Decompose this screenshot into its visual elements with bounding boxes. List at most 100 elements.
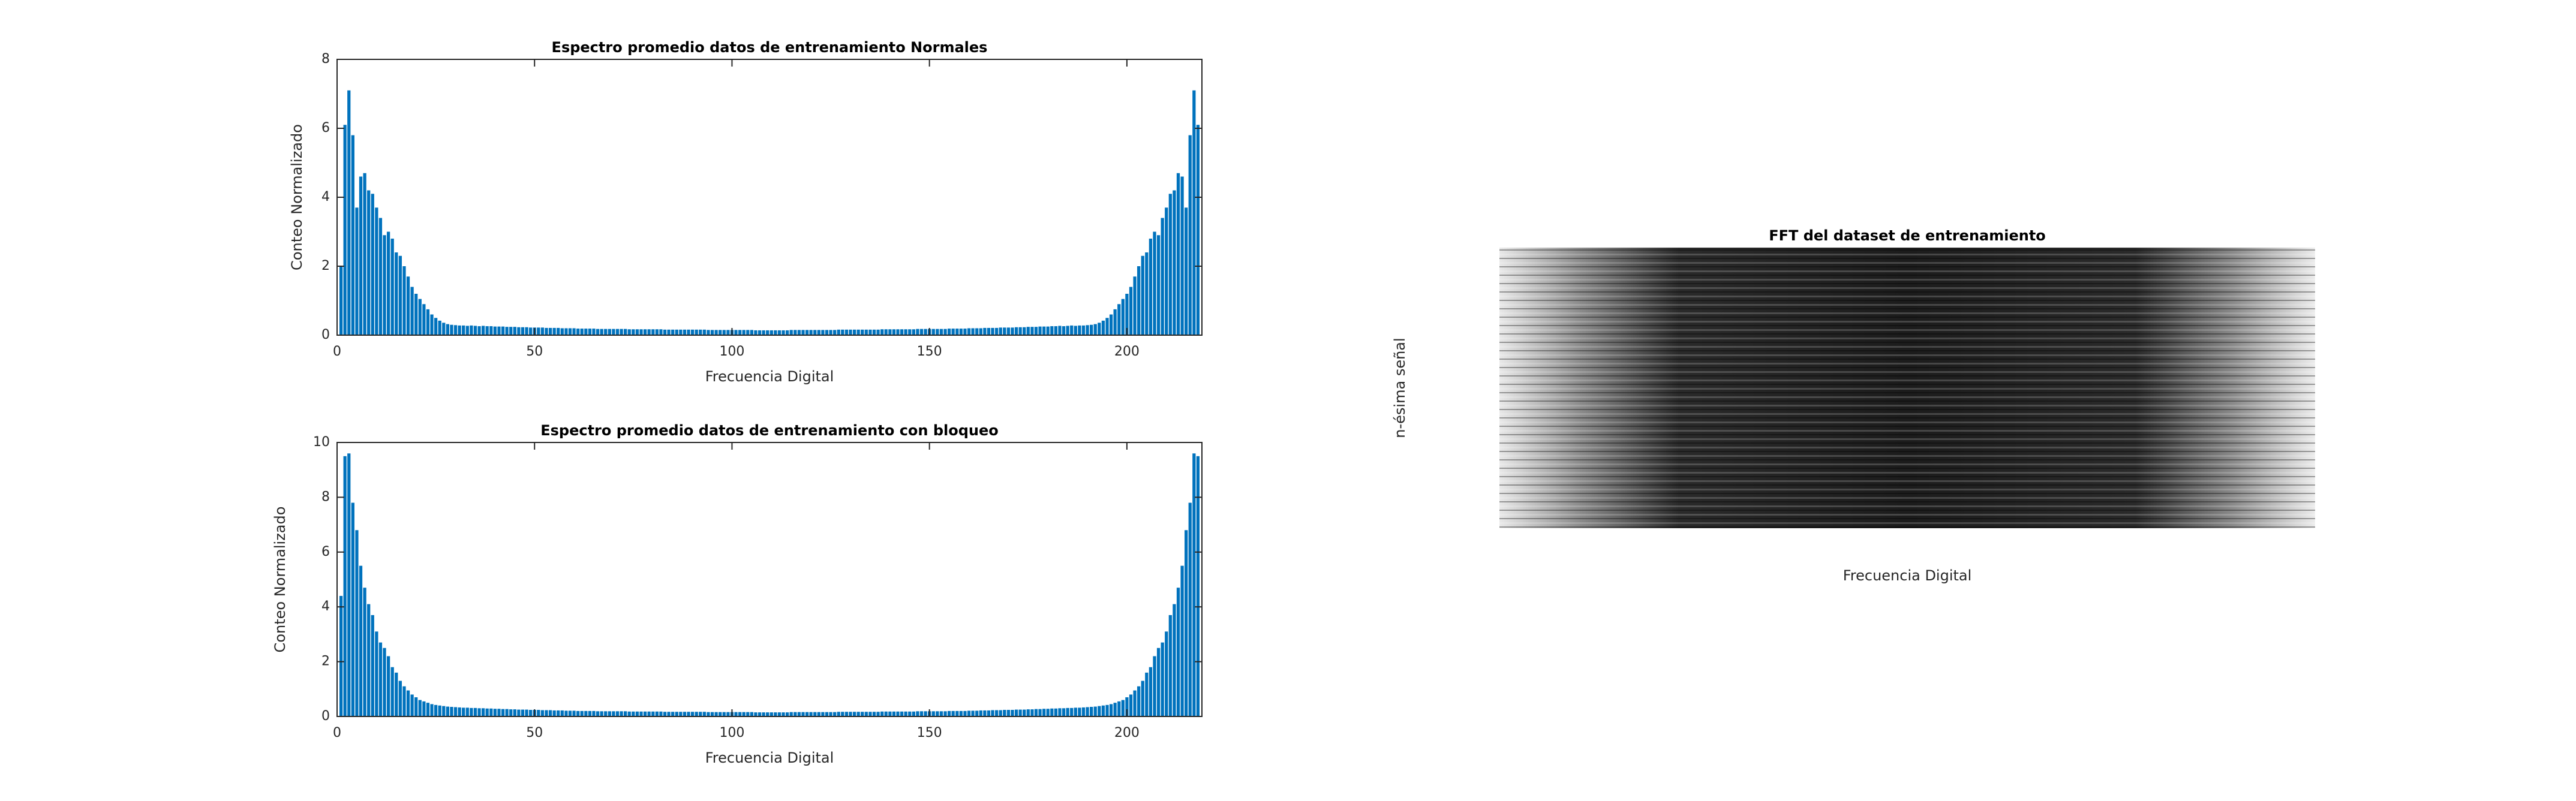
bar bbox=[844, 329, 849, 335]
bar bbox=[529, 327, 533, 335]
bar bbox=[963, 710, 967, 716]
bar bbox=[627, 711, 631, 716]
bar bbox=[557, 327, 560, 335]
bar bbox=[410, 287, 414, 335]
bar bbox=[1086, 707, 1089, 716]
bar bbox=[916, 711, 919, 716]
bar bbox=[936, 711, 939, 716]
y-tick-label: 4 bbox=[321, 599, 330, 614]
bar bbox=[770, 330, 773, 335]
bar bbox=[754, 712, 758, 716]
bar bbox=[1098, 706, 1101, 716]
bar bbox=[537, 710, 540, 716]
x-tick-label: 50 bbox=[526, 725, 543, 740]
bar bbox=[564, 710, 568, 716]
bar bbox=[1093, 324, 1097, 335]
bar bbox=[1050, 708, 1054, 716]
bar bbox=[643, 329, 647, 335]
bar bbox=[1149, 239, 1153, 335]
bar bbox=[1168, 615, 1172, 716]
bar bbox=[501, 709, 505, 716]
bar bbox=[714, 330, 718, 335]
bar bbox=[375, 207, 378, 335]
bar bbox=[825, 712, 829, 716]
bar bbox=[971, 328, 975, 335]
bar bbox=[770, 712, 773, 716]
bar bbox=[722, 712, 726, 716]
bar bbox=[1188, 135, 1192, 335]
bar bbox=[470, 325, 473, 335]
bar bbox=[639, 711, 643, 716]
bar bbox=[912, 329, 915, 335]
y-tick-label: 8 bbox=[321, 489, 330, 504]
bar bbox=[1011, 710, 1014, 716]
bar bbox=[339, 266, 343, 335]
bar bbox=[592, 329, 596, 335]
bar bbox=[1176, 173, 1180, 335]
bar bbox=[1042, 326, 1046, 335]
bar bbox=[395, 252, 398, 335]
bar bbox=[758, 330, 762, 335]
bar bbox=[849, 329, 852, 335]
bar bbox=[896, 329, 900, 335]
bar bbox=[861, 712, 864, 716]
bar bbox=[864, 329, 868, 335]
bar bbox=[1109, 314, 1113, 335]
bar bbox=[470, 707, 473, 716]
bar bbox=[916, 329, 919, 335]
bar bbox=[1030, 709, 1034, 716]
bar bbox=[438, 320, 441, 335]
bar bbox=[801, 330, 805, 335]
bar bbox=[987, 327, 991, 335]
bar bbox=[453, 325, 458, 335]
bar bbox=[422, 701, 426, 716]
bar bbox=[675, 712, 678, 716]
bar bbox=[888, 711, 892, 716]
bar bbox=[1141, 255, 1144, 335]
bar bbox=[766, 330, 770, 335]
bar bbox=[584, 329, 588, 335]
bar bbox=[707, 712, 710, 716]
bar bbox=[813, 712, 817, 716]
bar bbox=[837, 712, 840, 716]
bar bbox=[489, 326, 493, 335]
bar bbox=[651, 711, 655, 716]
y-axis-label: n-ésima señal bbox=[1391, 338, 1408, 438]
bar bbox=[663, 329, 667, 335]
bar bbox=[426, 309, 430, 335]
bar bbox=[592, 710, 596, 716]
bar bbox=[505, 709, 509, 716]
bar bbox=[600, 329, 603, 335]
bar bbox=[904, 329, 907, 335]
bar bbox=[919, 329, 924, 335]
bar bbox=[580, 710, 584, 716]
bar bbox=[841, 329, 844, 335]
bar bbox=[758, 712, 762, 716]
bar bbox=[900, 711, 904, 716]
bar bbox=[414, 294, 418, 335]
bar bbox=[1062, 708, 1066, 716]
y-tick-label: 6 bbox=[321, 121, 330, 135]
bar bbox=[367, 604, 371, 716]
bar bbox=[1066, 326, 1069, 335]
bar bbox=[1141, 680, 1144, 716]
bar bbox=[473, 707, 477, 716]
bar bbox=[367, 190, 371, 335]
bar bbox=[801, 712, 805, 716]
bar bbox=[833, 712, 837, 716]
bar bbox=[383, 235, 386, 335]
x-tick-label: 100 bbox=[719, 725, 744, 740]
bar bbox=[785, 330, 789, 335]
bar bbox=[1173, 190, 1176, 335]
bar bbox=[564, 328, 568, 335]
bar bbox=[371, 615, 374, 716]
bar bbox=[1050, 326, 1054, 335]
bar bbox=[947, 710, 951, 716]
y-axis-label: Conteo Normalizado bbox=[272, 507, 288, 653]
bar bbox=[639, 329, 643, 335]
bar bbox=[473, 326, 477, 335]
bar bbox=[880, 711, 884, 716]
bar bbox=[667, 329, 671, 335]
bar bbox=[548, 710, 552, 716]
bar bbox=[679, 329, 683, 335]
